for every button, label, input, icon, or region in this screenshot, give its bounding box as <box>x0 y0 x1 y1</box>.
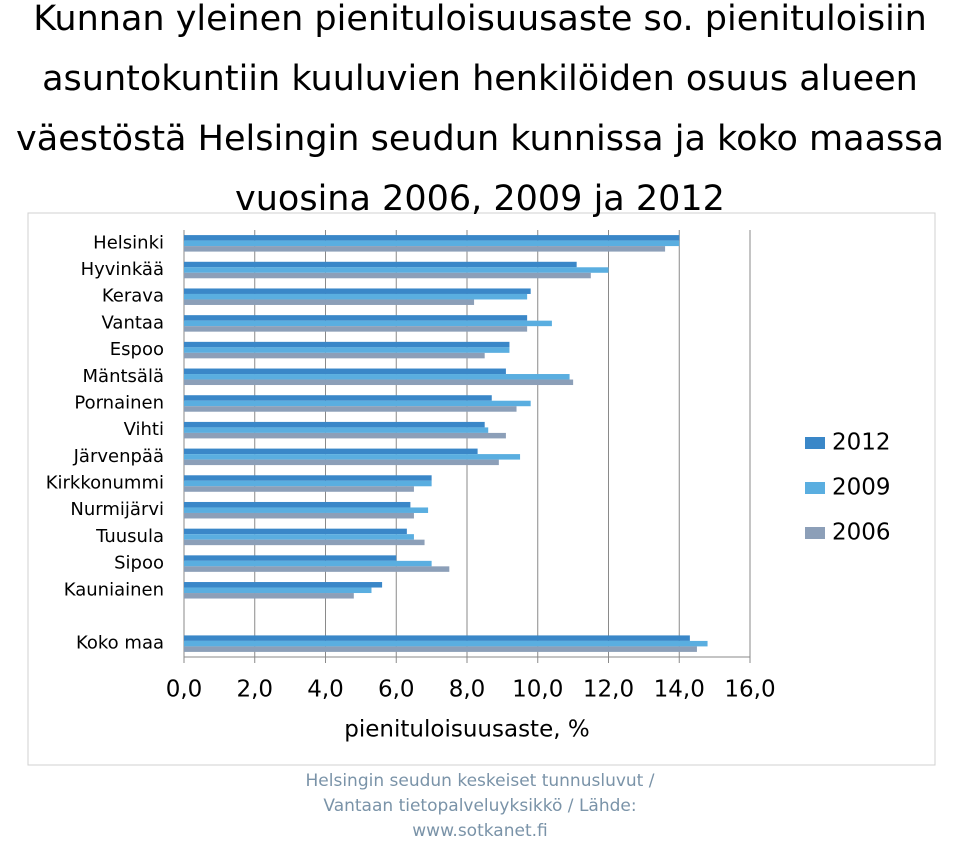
source-note: www.sotkanet.fi <box>412 821 547 838</box>
y-tick-label: Koko maa <box>76 633 164 654</box>
bar <box>184 566 450 572</box>
bar <box>184 246 666 252</box>
bar <box>184 326 528 332</box>
bar <box>184 555 397 561</box>
y-tick-label: Kirkkonummi <box>46 473 164 494</box>
legend-swatch <box>805 437 825 449</box>
bar <box>184 486 414 492</box>
bar <box>184 293 528 300</box>
bar <box>184 368 506 375</box>
legend-swatch <box>805 482 825 494</box>
x-tick-label: 2,0 <box>236 677 273 703</box>
legend-swatch <box>805 527 825 539</box>
x-tick-label: 6,0 <box>378 677 415 703</box>
bar <box>184 587 372 594</box>
bar <box>184 352 485 359</box>
bar <box>184 501 411 508</box>
y-tick-label: Espoo <box>110 339 164 360</box>
y-tick-label: Kauniainen <box>64 579 164 600</box>
bar <box>184 635 690 641</box>
bar <box>184 341 510 348</box>
bar <box>184 395 492 401</box>
bar <box>184 261 577 268</box>
y-tick-label: Vihti <box>124 419 164 440</box>
bar <box>184 560 432 567</box>
y-tick-label: Helsinki <box>93 232 164 253</box>
x-axis-label: pienituloisuusaste, % <box>344 717 589 743</box>
bar <box>184 347 510 353</box>
bar <box>184 315 528 321</box>
bar <box>184 507 429 513</box>
bar <box>184 400 531 407</box>
x-tick-label: 8,0 <box>449 677 486 703</box>
bar <box>184 267 609 273</box>
bar <box>184 475 432 481</box>
bar <box>184 640 708 647</box>
source-note: Vantaan tietopalveluyksikkö / Lähde: <box>323 796 636 816</box>
bar <box>184 421 485 428</box>
legend-label: 2012 <box>832 430 891 456</box>
bar <box>184 432 506 439</box>
legend-label: 2006 <box>832 520 891 546</box>
y-tick-label: Järvenpää <box>73 446 164 467</box>
bar <box>184 448 478 455</box>
bar <box>184 379 574 386</box>
bar <box>184 374 570 380</box>
legend-label: 2009 <box>832 475 891 501</box>
y-tick-label: Hyvinkää <box>81 259 164 280</box>
bar <box>184 454 521 460</box>
bar <box>184 582 383 588</box>
bar <box>184 320 552 327</box>
x-tick-label: 12,0 <box>583 677 634 703</box>
bar <box>184 480 432 487</box>
x-tick-label: 16,0 <box>724 677 775 703</box>
bar <box>184 299 475 305</box>
y-tick-label: Mäntsälä <box>83 366 164 387</box>
bar <box>184 406 517 412</box>
x-tick-label: 10,0 <box>512 677 563 703</box>
chart-title: vuosina 2006, 2009 ja 2012 <box>235 179 725 219</box>
y-tick-label: Tuusula <box>95 526 164 547</box>
y-tick-label: Vantaa <box>102 312 164 333</box>
bar <box>184 512 414 519</box>
y-tick-label: Nurmijärvi <box>70 499 164 520</box>
bar <box>184 593 354 599</box>
bar <box>184 427 489 433</box>
bar <box>184 459 499 466</box>
bar <box>184 288 531 294</box>
bar <box>184 240 680 247</box>
y-tick-label: Pornainen <box>74 392 164 413</box>
source-note: Helsingin seudun keskeiset tunnusluvut / <box>306 771 655 791</box>
chart-title: asuntokuntiin kuuluvien henkilöiden osuu… <box>42 59 918 99</box>
bar <box>184 272 591 279</box>
bar <box>184 534 414 540</box>
bar <box>184 539 425 546</box>
chart-title: väestöstä Helsingin seudun kunnissa ja k… <box>16 119 944 159</box>
bar <box>184 235 680 241</box>
x-tick-label: 4,0 <box>307 677 344 703</box>
y-tick-label: Sipoo <box>114 553 164 574</box>
x-tick-label: 14,0 <box>654 677 705 703</box>
bar <box>184 646 697 652</box>
bar <box>184 528 407 535</box>
chart-title: Kunnan yleinen pienituloisuusaste so. pi… <box>33 0 927 39</box>
chart-frame <box>27 212 936 766</box>
x-tick-label: 0,0 <box>166 677 203 703</box>
y-tick-label: Kerava <box>102 286 164 307</box>
